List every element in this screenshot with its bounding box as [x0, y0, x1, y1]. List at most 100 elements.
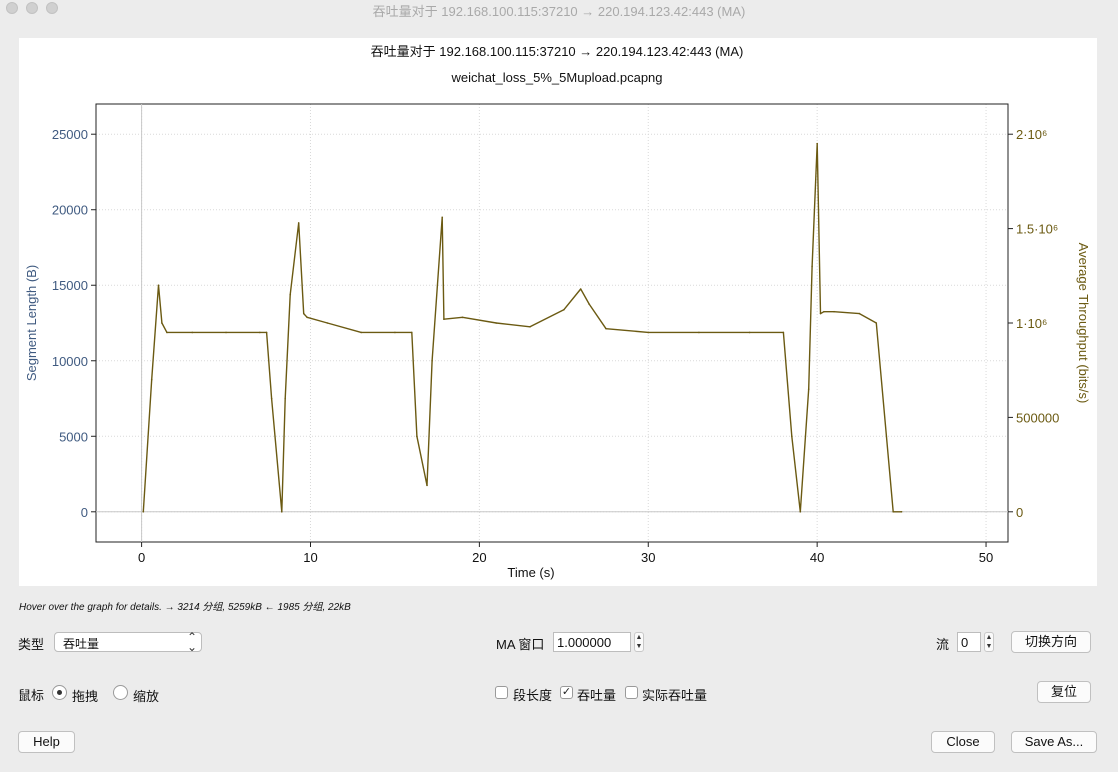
segment-length-label[interactable]: 段长度: [513, 688, 553, 703]
throughput-graph[interactable]: 吞吐量对于 192.168.100.115:37210 → 220.194.12…: [19, 38, 1097, 586]
throughput-data-point: [297, 222, 300, 224]
checkmark-icon: ✓: [561, 686, 572, 698]
throughput-data-point: [394, 331, 396, 334]
graph-panel[interactable]: 吞吐量对于 192.168.100.115:37210 → 220.194.12…: [19, 38, 1097, 586]
throughput-data-point: [360, 331, 362, 334]
mouse-label: 鼠标: [18, 688, 45, 703]
throughput-data-point: [900, 510, 903, 513]
zoom-window-icon[interactable]: [46, 2, 58, 14]
x-axis-label: Time (s): [507, 565, 554, 580]
throughput-data-point: [306, 316, 308, 319]
x-tick-label: 30: [641, 550, 655, 565]
throughput-data-point: [605, 327, 607, 330]
y-right-tick-label: 0: [1016, 505, 1023, 520]
stream-stepper[interactable]: ▲ ▼: [984, 632, 994, 652]
throughput-data-point: [161, 322, 163, 324]
throughput-data-point: [411, 331, 413, 334]
plot-frame: [95, 103, 1009, 543]
type-select[interactable]: 吞吐量 ⌃ ⌄: [54, 630, 202, 654]
hover-hint: Hover over the graph for details. → 3214…: [19, 602, 351, 613]
throughput-data-point: [150, 378, 153, 381]
window-title: 吞吐量对于 192.168.100.115:37210 → 220.194.12…: [372, 4, 746, 19]
goodput-label[interactable]: 实际吞吐量: [642, 688, 708, 703]
throughput-data-point: [280, 510, 283, 513]
throughput-data-point: [284, 397, 286, 400]
throughput-data-point: [289, 293, 292, 296]
close-window-icon[interactable]: [6, 2, 18, 14]
chart-subtitle: weichat_loss_5%_5Mupload.pcapng: [450, 70, 662, 85]
throughput-data-point: [748, 331, 751, 334]
zoom-radio[interactable]: [113, 685, 128, 700]
throughput-data-point: [782, 331, 785, 334]
axes-ticks: 0 10 20 30 40 50 0 5000 10000 15000 20000 25000 0 500…: [52, 127, 1060, 565]
ma-window-stepper[interactable]: ▲ ▼: [634, 632, 644, 652]
drag-radio[interactable]: [52, 685, 67, 700]
throughput-data-point: [807, 388, 810, 390]
throughput-data-point: [563, 308, 565, 311]
chart-title: 吞吐量对于 192.168.100.115:37210 → 220.194.12…: [371, 44, 744, 59]
series-layer: [142, 142, 903, 513]
reset-button[interactable]: 复位: [1037, 681, 1091, 703]
y-right-tick-label: 1.5·10⁶: [1016, 222, 1058, 237]
throughput-data-point: [823, 310, 825, 313]
drag-label[interactable]: 拖拽: [72, 689, 99, 704]
x-tick-label: 20: [472, 550, 486, 565]
throughput-data-point: [265, 331, 268, 334]
throughput-data-point: [326, 322, 329, 324]
throughput-data-point: [157, 284, 160, 287]
throughput-data-point: [142, 510, 145, 513]
throughput-label[interactable]: 吞吐量: [577, 688, 617, 703]
y-left-tick-label: 0: [81, 505, 88, 520]
throughput-data-point: [816, 142, 818, 145]
save-as-button[interactable]: Save As...: [1011, 731, 1097, 753]
updown-chevron-icon: ⌃ ⌄: [186, 630, 197, 654]
throughput-data-point: [461, 316, 464, 319]
y-left-tick-label: 25000: [52, 127, 88, 142]
throughput-data-point: [431, 359, 433, 362]
y-right-tick-label: 500000: [1016, 410, 1059, 425]
type-select-value: 吞吐量: [63, 637, 100, 651]
type-label: 类型: [18, 637, 45, 652]
throughput-data-point: [892, 510, 894, 513]
y-right-tick-label: 2·10⁶: [1016, 127, 1047, 142]
throughput-data-point: [811, 265, 813, 268]
throughput-series-line: [142, 142, 902, 513]
stream-input[interactable]: 0: [957, 632, 981, 652]
zoom-label[interactable]: 缩放: [133, 689, 160, 704]
switch-direction-button[interactable]: 切换方向: [1011, 631, 1091, 653]
goodput-checkbox[interactable]: [625, 686, 638, 699]
ma-window-input[interactable]: 1.000000: [553, 632, 631, 652]
throughput-data-point: [426, 484, 428, 487]
throughput-data-point: [225, 331, 227, 334]
throughput-data-point: [833, 310, 835, 313]
y-left-tick-label: 20000: [52, 203, 88, 218]
help-button[interactable]: Help: [18, 731, 75, 753]
throughput-data-point: [270, 397, 273, 400]
throughput-data-point: [302, 312, 305, 315]
throughput-data-point: [875, 322, 878, 324]
throughput-data-point: [443, 318, 445, 321]
throughput-data-point: [698, 331, 700, 334]
minimize-window-icon[interactable]: [26, 2, 38, 14]
y-left-tick-label: 15000: [52, 278, 88, 293]
throughput-data-point: [441, 216, 444, 219]
throughput-data-point: [858, 312, 861, 315]
throughput-data-point: [647, 331, 650, 334]
stream-label: 流: [936, 637, 950, 652]
throughput-data-point: [579, 288, 582, 290]
throughput-data-point: [166, 331, 168, 334]
left-axis-label: Segment Length (B): [24, 265, 39, 381]
throughput-data-point: [799, 510, 802, 513]
throughput-data-point: [259, 331, 261, 334]
y-left-tick-label: 10000: [52, 354, 88, 369]
throughput-data-point: [416, 435, 418, 438]
ma-window-label: MA 窗口: [496, 637, 545, 652]
x-tick-label: 40: [810, 550, 824, 565]
throughput-data-point: [791, 435, 793, 438]
close-button[interactable]: Close: [931, 731, 995, 753]
x-tick-label: 10: [303, 550, 317, 565]
throughput-checkbox[interactable]: ✓: [560, 686, 573, 699]
throughput-data-point: [495, 322, 498, 324]
right-axis-label: Average Throughput (bits/s): [1076, 243, 1091, 404]
segment-length-checkbox[interactable]: [495, 686, 508, 699]
